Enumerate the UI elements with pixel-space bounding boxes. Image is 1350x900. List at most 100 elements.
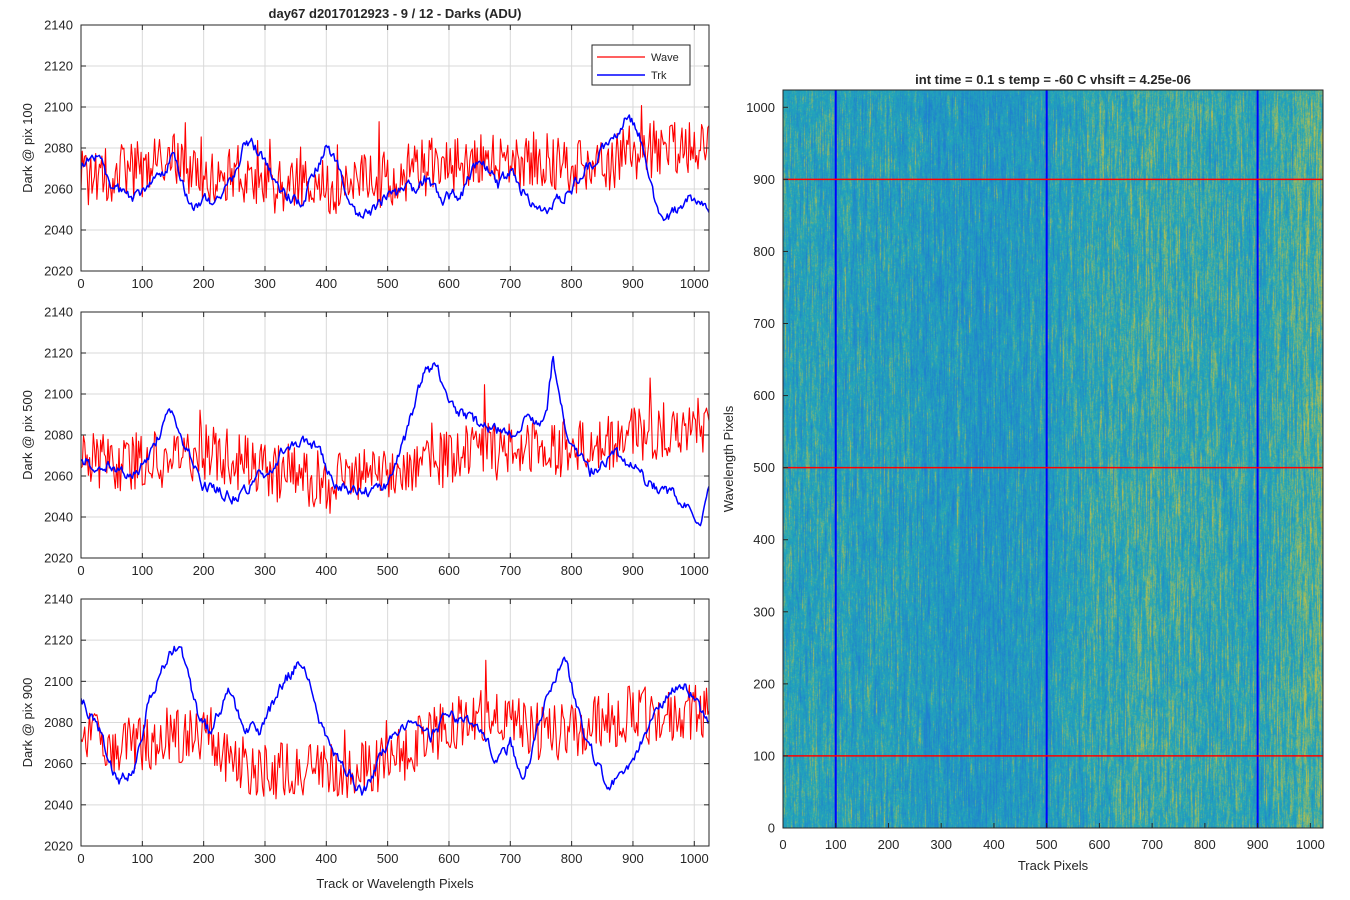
x-tick-label: 100 — [131, 276, 153, 291]
legend-label-wave: Wave — [651, 52, 679, 64]
series-line-wave — [81, 104, 709, 215]
y-tick-label: 2080 — [44, 141, 73, 156]
heatmap-y-tick-label: 900 — [753, 172, 775, 187]
y-tick-label: 2060 — [44, 182, 73, 197]
x-tick-label: 400 — [315, 276, 337, 291]
y-tick-label: 2140 — [44, 592, 73, 607]
heatmap-y-tick-label: 800 — [753, 244, 775, 259]
heatmap-y-tick-label: 400 — [753, 532, 775, 547]
x-tick-label: 600 — [438, 851, 460, 866]
heatmap-x-tick-label: 200 — [878, 837, 900, 852]
heatmap-y-tick-label: 300 — [753, 604, 775, 619]
x-tick-label: 800 — [561, 563, 583, 578]
x-tick-label: 200 — [193, 851, 215, 866]
x-tick-label: 1000 — [680, 851, 709, 866]
heatmap-x-tick-label: 300 — [930, 837, 952, 852]
line-panel-pix-500: 0 100 200 300 400 500 600 700 800 900 1000 2020 2040… — [20, 305, 710, 578]
x-tick-label: 300 — [254, 563, 276, 578]
x-tick-label: 600 — [438, 563, 460, 578]
y-axis-label: Dark @ pix 100 — [20, 103, 35, 193]
x-tick-label: 200 — [193, 563, 215, 578]
heatmap-x-tick-label: 800 — [1194, 837, 1216, 852]
x-tick-label: 800 — [561, 276, 583, 291]
heatmap-y-tick-label: 600 — [753, 388, 775, 403]
heatmap-x-tick-label: 400 — [983, 837, 1005, 852]
heatmap-x-tick-label: 100 — [825, 837, 847, 852]
y-tick-label: 2100 — [44, 100, 73, 115]
x-tick-label: 500 — [377, 563, 399, 578]
x-tick-label: 700 — [499, 276, 521, 291]
x-tick-label: 800 — [561, 851, 583, 866]
y-tick-label: 2040 — [44, 797, 73, 812]
x-tick-label: 300 — [254, 276, 276, 291]
x-tick-label: 900 — [622, 851, 644, 866]
y-tick-label: 2080 — [44, 715, 73, 730]
x-tick-label: 1000 — [680, 563, 709, 578]
x-tick-label: 300 — [254, 851, 276, 866]
heatmap-x-tick-label: 1000 — [1296, 837, 1325, 852]
heatmap-ylabel: Wavelength Pixels — [721, 405, 736, 512]
y-tick-label: 2120 — [44, 59, 73, 74]
y-axis-label: Dark @ pix 900 — [20, 678, 35, 768]
y-tick-label: 2140 — [44, 305, 73, 320]
x-tick-label: 0 — [77, 563, 84, 578]
heatmap-axes-frame — [782, 89, 1324, 829]
x-tick-label: 0 — [77, 276, 84, 291]
y-tick-label: 2040 — [44, 510, 73, 525]
legend-box — [591, 44, 691, 86]
series-line-trk — [81, 355, 709, 527]
heatmap-x-tick-label: 900 — [1247, 837, 1269, 852]
series-line-trk — [81, 645, 709, 796]
y-tick-label: 2060 — [44, 756, 73, 771]
x-tick-label: 200 — [193, 276, 215, 291]
x-tick-label: 900 — [622, 276, 644, 291]
heatmap-x-tick-label: 600 — [1089, 837, 1111, 852]
x-tick-label: 400 — [315, 851, 337, 866]
y-tick-label: 2120 — [44, 346, 73, 361]
y-tick-label: 2140 — [44, 18, 73, 33]
line-panel-pix-900: 0 100 200 300 400 500 600 700 800 900 1000 2020 2040… — [20, 592, 710, 866]
series-line-wave — [81, 659, 709, 800]
heatmap-x-tick-label: 0 — [779, 837, 786, 852]
top-chart-title: day67 d2017012923 - 9 / 12 - Darks (ADU) — [269, 6, 522, 21]
x-tick-label: 600 — [438, 276, 460, 291]
heatmap-y-tick-label: 500 — [753, 460, 775, 475]
heatmap-title: int time = 0.1 s temp = -60 C vhsift = 4… — [915, 72, 1191, 87]
heatmap-y-tick-label: 200 — [753, 676, 775, 691]
y-tick-label: 2100 — [44, 674, 73, 689]
y-tick-label: 2020 — [44, 551, 73, 566]
x-tick-label: 100 — [131, 563, 153, 578]
heatmap-y-tick-label: 0 — [768, 821, 775, 836]
x-tick-label: 500 — [377, 276, 399, 291]
x-tick-label: 400 — [315, 563, 337, 578]
heatmap-panel: 0 100 200 300 400 500 600 700 800 900 1000 0 100 200 3… — [746, 89, 1325, 852]
heatmap-y-tick-label: 100 — [753, 748, 775, 763]
y-axis-label: Dark @ pix 500 — [20, 390, 35, 480]
y-tick-label: 2120 — [44, 633, 73, 648]
x-tick-label: 900 — [622, 563, 644, 578]
x-tick-label: 500 — [377, 851, 399, 866]
y-tick-label: 2020 — [44, 264, 73, 279]
x-tick-label: 0 — [77, 851, 84, 866]
y-tick-label: 2100 — [44, 387, 73, 402]
x-tick-label: 100 — [131, 851, 153, 866]
x-tick-label: 1000 — [680, 276, 709, 291]
legend: Wave Trk — [591, 44, 691, 86]
bottom-chart-xlabel: Track or Wavelength Pixels — [316, 876, 474, 891]
y-tick-label: 2020 — [44, 839, 73, 854]
heatmap-image — [783, 90, 1323, 828]
heatmap-x-tick-label: 500 — [1036, 837, 1058, 852]
legend-label-trk: Trk — [651, 70, 667, 82]
series-line-trk — [81, 114, 709, 222]
y-tick-label: 2060 — [44, 469, 73, 484]
x-tick-label: 700 — [499, 563, 521, 578]
heatmap-xlabel: Track Pixels — [1018, 858, 1089, 873]
heatmap-image-frame — [783, 90, 1323, 828]
y-tick-label: 2040 — [44, 223, 73, 238]
heatmap-y-tick-label: 1000 — [746, 100, 775, 115]
x-tick-label: 700 — [499, 851, 521, 866]
y-tick-label: 2080 — [44, 428, 73, 443]
heatmap-y-tick-label: 700 — [753, 316, 775, 331]
heatmap-x-tick-label: 700 — [1141, 837, 1163, 852]
